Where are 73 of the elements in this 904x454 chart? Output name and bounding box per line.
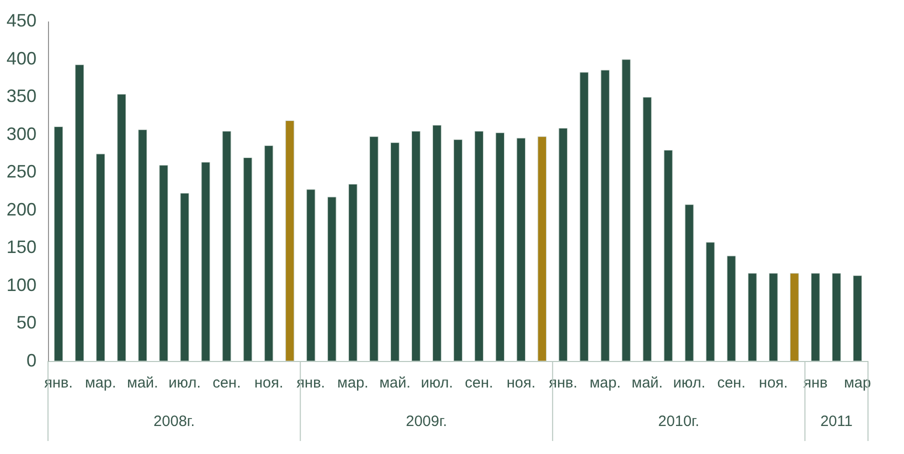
bar bbox=[853, 275, 862, 362]
bar bbox=[54, 126, 63, 362]
x-tick-label: ноя. bbox=[254, 374, 284, 392]
bar bbox=[600, 70, 610, 362]
x-tick-label: май. bbox=[127, 374, 158, 392]
bar bbox=[642, 97, 652, 362]
bar bbox=[306, 189, 316, 362]
y-tick-label: 100 bbox=[6, 274, 36, 295]
y-tick-label: 50 bbox=[16, 312, 36, 333]
x-tick-label: июл. bbox=[168, 374, 201, 392]
bar bbox=[390, 142, 400, 362]
y-tick-label: 350 bbox=[6, 86, 36, 106]
y-tick-label: 250 bbox=[6, 162, 36, 182]
bar bbox=[832, 273, 841, 362]
x-tick-label: янв. bbox=[296, 374, 326, 392]
bar bbox=[159, 165, 168, 362]
bar bbox=[768, 273, 778, 362]
x-tick-label: янв. bbox=[548, 374, 578, 392]
bar bbox=[285, 120, 294, 362]
bar bbox=[748, 273, 757, 362]
x-tick-label: ноя. bbox=[758, 374, 788, 392]
bar bbox=[201, 162, 210, 362]
text: 2011 bbox=[820, 413, 853, 430]
x-tick-label: мар bbox=[844, 374, 871, 392]
bar bbox=[411, 131, 420, 362]
y-tick-label: 150 bbox=[6, 237, 36, 258]
x-tick-label: янв bbox=[803, 374, 828, 392]
y-tick-label: 200 bbox=[6, 199, 36, 220]
bar bbox=[474, 131, 484, 362]
bar bbox=[432, 125, 442, 362]
bar bbox=[117, 94, 126, 362]
text: 2010г. bbox=[658, 413, 700, 430]
text: 2008г. bbox=[154, 413, 195, 430]
x-tick-label: сен. bbox=[464, 374, 494, 392]
bar bbox=[180, 193, 190, 362]
bar bbox=[327, 196, 336, 362]
bar bbox=[790, 273, 799, 362]
x-tick-label: янв. bbox=[44, 374, 73, 392]
bar bbox=[726, 256, 736, 362]
bar bbox=[580, 72, 589, 362]
bar bbox=[516, 138, 526, 362]
bar bbox=[496, 132, 505, 362]
bar bbox=[222, 131, 232, 362]
bar bbox=[558, 128, 568, 362]
bar bbox=[454, 139, 462, 362]
bar bbox=[810, 273, 820, 362]
y-tick-label: 450 bbox=[6, 10, 36, 30]
bar bbox=[264, 145, 274, 362]
x-tick-label: сен. bbox=[212, 374, 241, 392]
x-tick-label: сен. bbox=[717, 374, 746, 392]
text: 2009г. bbox=[406, 413, 448, 430]
x-tick-label: июл. bbox=[420, 374, 454, 392]
x-tick-label: ноя. bbox=[506, 374, 536, 392]
y-tick-label: 400 bbox=[6, 48, 36, 68]
x-tick-label: май. bbox=[379, 374, 411, 392]
bar bbox=[75, 64, 84, 362]
bar bbox=[664, 150, 673, 362]
bar bbox=[138, 130, 148, 362]
x-tick-label: май. bbox=[632, 374, 663, 392]
x-tick-label: мар. bbox=[337, 374, 368, 392]
bar bbox=[96, 154, 106, 362]
x-tick-label: июл. bbox=[673, 374, 706, 392]
bar bbox=[684, 204, 694, 362]
y-tick-label: 0 bbox=[26, 350, 36, 370]
bar bbox=[348, 184, 358, 362]
bar bbox=[706, 242, 715, 362]
bar bbox=[622, 59, 631, 362]
bar bbox=[243, 158, 252, 362]
x-tick-label: мар. bbox=[590, 374, 621, 392]
bar bbox=[369, 136, 378, 362]
bar bbox=[538, 136, 547, 362]
y-tick-label: 300 bbox=[6, 124, 36, 144]
x-tick-label: мар. bbox=[84, 374, 116, 392]
